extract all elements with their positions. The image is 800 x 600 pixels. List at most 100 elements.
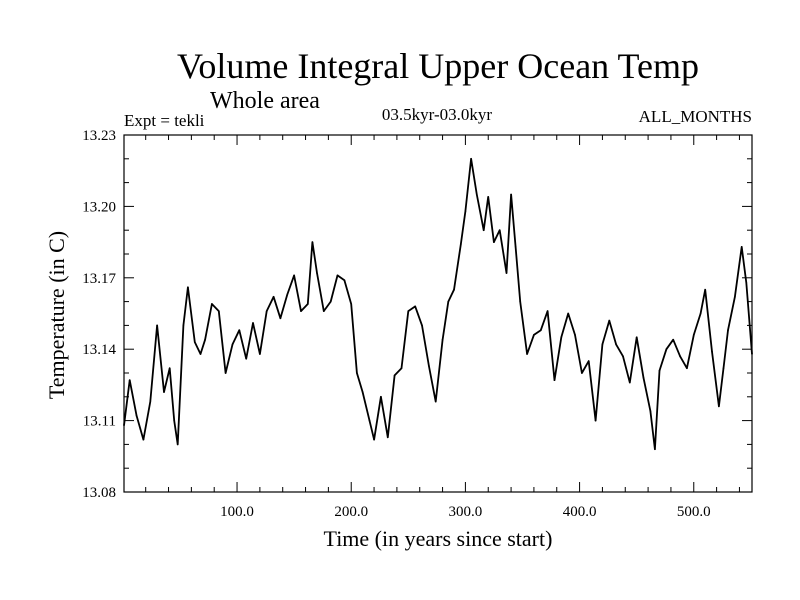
data-point bbox=[149, 400, 152, 403]
data-point bbox=[356, 372, 358, 374]
data-point bbox=[279, 317, 282, 320]
x-tick-label: 500.0 bbox=[677, 504, 711, 520]
data-point bbox=[316, 272, 318, 274]
data-point bbox=[199, 353, 202, 355]
data-point bbox=[567, 312, 569, 315]
data-point bbox=[581, 372, 583, 374]
data-point bbox=[414, 305, 416, 308]
data-point bbox=[441, 338, 444, 341]
data-point bbox=[649, 410, 652, 412]
data-point bbox=[373, 438, 375, 441]
data-point bbox=[350, 303, 353, 305]
data-point bbox=[329, 300, 332, 303]
data-point bbox=[217, 310, 220, 312]
data-point bbox=[751, 353, 753, 355]
data-point bbox=[231, 343, 234, 346]
data-point bbox=[745, 281, 748, 284]
data-point bbox=[553, 379, 556, 381]
data-point bbox=[498, 229, 501, 231]
data-point bbox=[665, 348, 668, 351]
data-point bbox=[727, 329, 729, 331]
x-tick-label: 200.0 bbox=[334, 504, 368, 520]
data-point bbox=[293, 274, 295, 277]
data-point bbox=[510, 193, 512, 196]
data-point bbox=[361, 391, 364, 393]
y-axis-label: Temperature (in C) bbox=[44, 231, 69, 399]
data-point bbox=[526, 353, 528, 355]
data-point bbox=[654, 448, 656, 450]
data-point bbox=[265, 310, 268, 312]
data-point bbox=[252, 322, 254, 324]
axes bbox=[123, 134, 753, 493]
data-point bbox=[629, 381, 631, 384]
data-point bbox=[300, 310, 302, 312]
data-point bbox=[272, 296, 275, 298]
data-point bbox=[672, 338, 675, 341]
data-point bbox=[211, 303, 213, 305]
chart-title: Volume Integral Upper Ocean Temp bbox=[177, 46, 699, 86]
data-point bbox=[453, 288, 455, 291]
y-tick-label: 13.08 bbox=[82, 485, 116, 501]
data-point bbox=[142, 438, 145, 441]
data-point bbox=[128, 379, 131, 381]
x-axis-label: Time (in years since start) bbox=[324, 526, 553, 551]
expt-label: Expt = tekli bbox=[124, 111, 205, 130]
data-point bbox=[487, 196, 490, 198]
data-point bbox=[163, 391, 165, 393]
y-tick-label: 13.20 bbox=[82, 199, 116, 215]
data-point bbox=[711, 350, 713, 353]
data-point bbox=[336, 274, 339, 277]
data-point bbox=[546, 310, 549, 312]
y-tick-label: 13.23 bbox=[82, 128, 116, 144]
data-point bbox=[421, 324, 423, 327]
data-point bbox=[686, 367, 688, 370]
data-point bbox=[368, 419, 371, 422]
series-line bbox=[123, 157, 753, 451]
data-point bbox=[692, 334, 695, 336]
data-point bbox=[173, 419, 176, 422]
data-point bbox=[286, 293, 289, 296]
period-label: 03.5kyr-03.0kyr bbox=[382, 105, 492, 124]
data-point bbox=[238, 329, 241, 331]
data-point bbox=[482, 229, 485, 231]
data-point bbox=[311, 241, 314, 243]
data-point bbox=[259, 353, 261, 355]
data-point bbox=[635, 336, 638, 339]
data-point bbox=[574, 334, 576, 336]
data-point bbox=[447, 300, 450, 303]
data-point bbox=[460, 243, 462, 246]
months-label: ALL_MONTHS bbox=[639, 107, 752, 126]
data-point bbox=[658, 369, 661, 372]
data-point bbox=[393, 374, 396, 377]
data-point bbox=[615, 343, 617, 346]
chart-subtitle: Whole area bbox=[210, 88, 320, 114]
data-point bbox=[380, 396, 382, 398]
data-point bbox=[204, 338, 206, 341]
data-point bbox=[622, 355, 624, 358]
data-point bbox=[704, 288, 706, 291]
tick-marks bbox=[124, 134, 752, 493]
x-tick-label: 300.0 bbox=[449, 504, 483, 520]
y-tick-label: 13.17 bbox=[82, 271, 116, 287]
data-point bbox=[323, 310, 325, 312]
data-point bbox=[699, 312, 702, 315]
data-point bbox=[407, 310, 410, 312]
data-point bbox=[123, 424, 125, 427]
x-tick-label: 400.0 bbox=[563, 504, 597, 520]
data-point bbox=[434, 400, 437, 403]
data-point bbox=[386, 436, 389, 439]
data-point bbox=[464, 210, 467, 212]
data-point bbox=[601, 343, 604, 346]
data-point bbox=[539, 329, 542, 331]
data-point bbox=[135, 415, 138, 417]
data-point bbox=[156, 324, 158, 327]
data-point bbox=[168, 367, 171, 370]
data-point bbox=[734, 296, 736, 298]
data-point bbox=[176, 443, 179, 446]
data-point bbox=[533, 334, 535, 336]
data-point bbox=[718, 405, 720, 408]
data-point bbox=[679, 355, 681, 358]
data-point bbox=[514, 246, 517, 248]
data-point bbox=[470, 158, 472, 160]
data-point bbox=[307, 303, 309, 305]
